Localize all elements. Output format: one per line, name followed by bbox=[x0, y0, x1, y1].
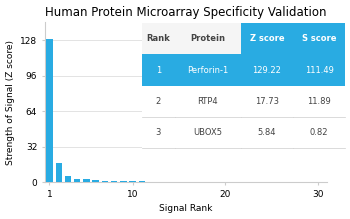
Bar bbox=[142, 55, 175, 86]
Text: 129.22: 129.22 bbox=[252, 65, 281, 74]
Bar bbox=[65, 176, 71, 182]
Bar bbox=[241, 55, 293, 86]
Bar bbox=[293, 23, 345, 55]
Bar bbox=[111, 181, 118, 182]
Text: S score: S score bbox=[302, 34, 336, 43]
Text: 111.49: 111.49 bbox=[304, 65, 334, 74]
Bar bbox=[142, 86, 175, 117]
Text: RTP4: RTP4 bbox=[197, 97, 218, 106]
Text: Perforin-1: Perforin-1 bbox=[187, 65, 228, 74]
Y-axis label: Strength of Signal (Z score): Strength of Signal (Z score) bbox=[6, 40, 15, 165]
Title: Human Protein Microarray Specificity Validation: Human Protein Microarray Specificity Val… bbox=[45, 5, 327, 19]
Text: 2: 2 bbox=[156, 97, 161, 106]
Text: Protein: Protein bbox=[190, 34, 225, 43]
Text: 0.82: 0.82 bbox=[310, 128, 328, 137]
Bar bbox=[130, 181, 136, 182]
Text: 11.89: 11.89 bbox=[307, 97, 331, 106]
Bar bbox=[293, 86, 345, 117]
Bar bbox=[175, 86, 241, 117]
Text: UBOX5: UBOX5 bbox=[193, 128, 222, 137]
Bar bbox=[175, 117, 241, 148]
Bar bbox=[142, 117, 175, 148]
Text: 5.84: 5.84 bbox=[258, 128, 276, 137]
Bar bbox=[293, 55, 345, 86]
Bar bbox=[46, 39, 53, 182]
Bar bbox=[293, 117, 345, 148]
Text: 3: 3 bbox=[156, 128, 161, 137]
Text: Rank: Rank bbox=[147, 34, 170, 43]
Text: Z score: Z score bbox=[250, 34, 284, 43]
Bar bbox=[241, 23, 293, 55]
Bar bbox=[175, 55, 241, 86]
Text: 1: 1 bbox=[156, 65, 161, 74]
Bar bbox=[120, 181, 127, 182]
Bar bbox=[139, 181, 145, 182]
Bar bbox=[56, 162, 62, 182]
Bar bbox=[142, 23, 175, 55]
Bar bbox=[241, 86, 293, 117]
Bar bbox=[241, 117, 293, 148]
Bar bbox=[74, 179, 80, 182]
Bar bbox=[92, 180, 99, 182]
Bar bbox=[102, 181, 108, 182]
Bar bbox=[175, 23, 241, 55]
X-axis label: Signal Rank: Signal Rank bbox=[159, 205, 212, 214]
Bar bbox=[83, 180, 90, 182]
Text: 17.73: 17.73 bbox=[255, 97, 279, 106]
